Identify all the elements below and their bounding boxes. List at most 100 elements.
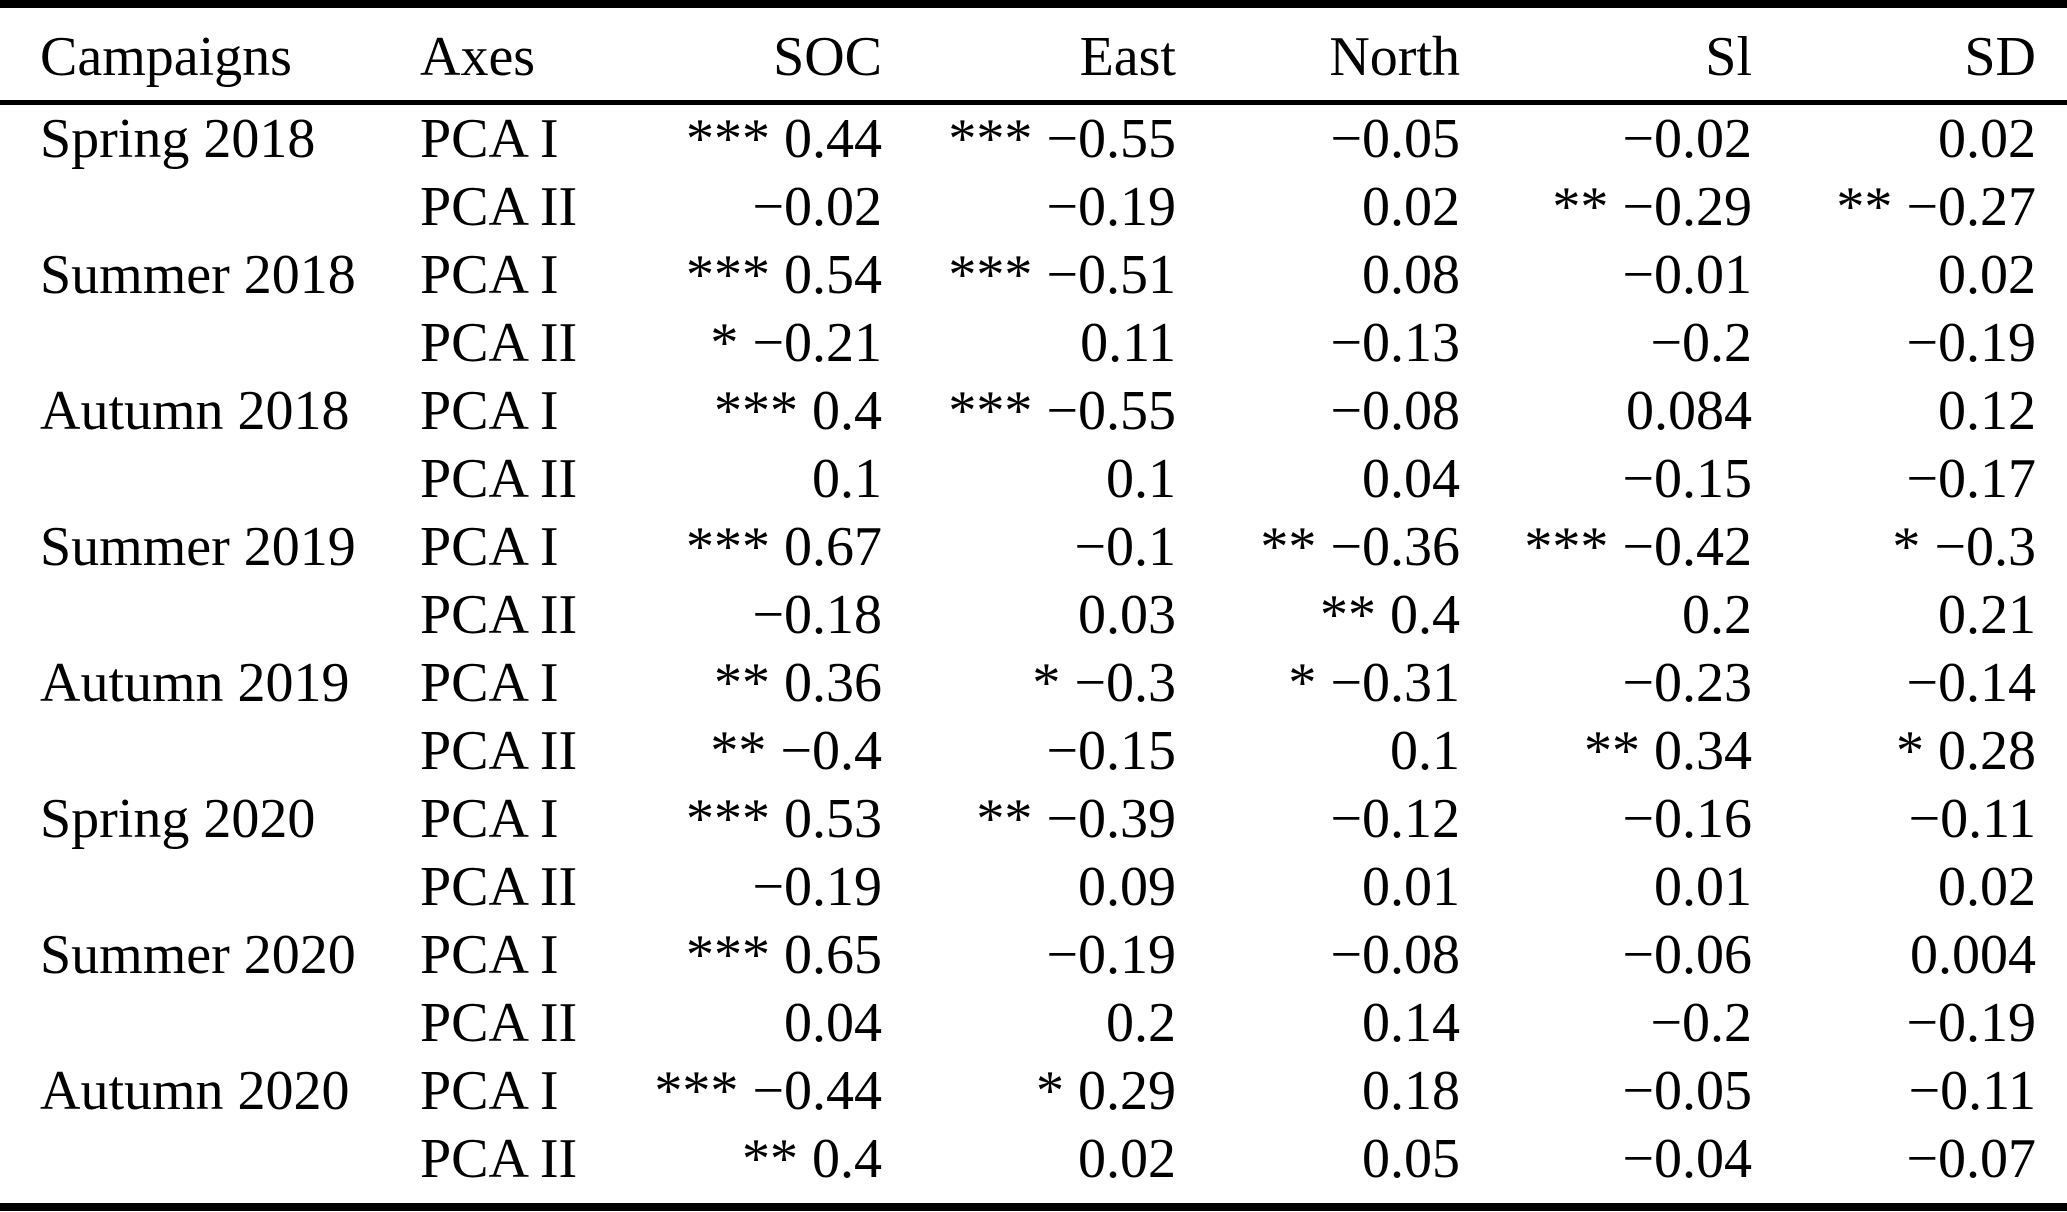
- axis-cell: PCA I: [420, 924, 559, 986]
- campaign-cell: Autumn 2019: [40, 652, 350, 714]
- value-cell-soc: *** −0.44: [654, 1060, 882, 1122]
- column-header-sl: Sl: [1705, 25, 1752, 88]
- table-row: PCA II −0.18 0.03 ** 0.4 0.2 0.21: [0, 581, 2067, 649]
- value-cell-sd: * 0.28: [1896, 720, 2036, 782]
- value-cell-north: 0.04: [1362, 448, 1460, 510]
- axis-cell: PCA I: [420, 244, 559, 306]
- value-cell-east: −0.15: [1046, 720, 1176, 782]
- column-header-axes: Axes: [420, 25, 536, 88]
- value-cell-east: 0.11: [1080, 312, 1176, 374]
- axis-cell: PCA I: [420, 1060, 559, 1122]
- value-cell-north: −0.08: [1330, 924, 1460, 986]
- axis-cell: PCA I: [420, 108, 559, 170]
- value-cell-east: 0.1: [1106, 448, 1176, 510]
- value-cell-north: 0.18: [1362, 1060, 1460, 1122]
- campaign-cell: Autumn 2020: [40, 1060, 350, 1122]
- value-cell-east: 0.2: [1106, 992, 1176, 1054]
- value-cell-sl: −0.23: [1622, 652, 1752, 714]
- axis-cell: PCA II: [420, 312, 578, 374]
- axis-cell: PCA II: [420, 856, 578, 918]
- value-cell-east: 0.02: [1078, 1128, 1176, 1190]
- value-cell-east: −0.19: [1046, 924, 1176, 986]
- table-row: PCA II * −0.21 0.11 −0.13 −0.2 −0.19: [0, 309, 2067, 377]
- value-cell-sd: ** −0.27: [1836, 176, 2036, 238]
- value-cell-sl: ** −0.29: [1552, 176, 1752, 238]
- column-header-campaigns: Campaigns: [40, 25, 292, 88]
- axis-cell: PCA II: [420, 176, 578, 238]
- value-cell-soc: *** 0.4: [714, 380, 882, 442]
- table-row: PCA II 0.1 0.1 0.04 −0.15 −0.17: [0, 445, 2067, 513]
- campaign-cell: [0, 173, 380, 241]
- value-cell-soc: *** 0.53: [686, 788, 882, 850]
- value-cell-soc: ** 0.36: [714, 652, 882, 714]
- axis-cell: PCA II: [420, 1128, 578, 1190]
- campaign-cell: Spring 2020: [40, 788, 316, 850]
- value-cell-sl: −0.04: [1622, 1128, 1752, 1190]
- campaign-cell: Summer 2019: [40, 516, 356, 578]
- value-cell-sl: −0.16: [1622, 788, 1752, 850]
- table-rule-header: [0, 100, 2067, 105]
- value-cell-sd: 0.21: [1938, 584, 2036, 646]
- value-cell-sl: −0.2: [1650, 312, 1752, 374]
- value-cell-soc: −0.19: [752, 856, 882, 918]
- value-cell-sd: −0.19: [1906, 992, 2036, 1054]
- table-row: Summer 2020 PCA I *** 0.65 −0.19 −0.08 −0.06 0…: [0, 921, 2067, 989]
- axis-cell: PCA II: [420, 720, 578, 782]
- value-cell-north: ** −0.36: [1260, 516, 1460, 578]
- column-header-sd: SD: [1964, 25, 2036, 88]
- value-cell-sd: 0.02: [1938, 856, 2036, 918]
- value-cell-soc: *** 0.54: [686, 244, 882, 306]
- value-cell-sl: 0.2: [1682, 584, 1752, 646]
- value-cell-east: −0.19: [1046, 176, 1176, 238]
- axis-cell: PCA I: [420, 516, 559, 578]
- table-row: PCA II −0.02 −0.19 0.02 ** −0.29 ** −0.27: [0, 173, 2067, 241]
- value-cell-soc: * −0.21: [710, 312, 882, 374]
- axis-cell: PCA II: [420, 992, 578, 1054]
- table-row: PCA II −0.19 0.09 0.01 0.01 0.02: [0, 853, 2067, 921]
- value-cell-sd: −0.14: [1906, 652, 2036, 714]
- value-cell-sd: −0.11: [1908, 788, 2036, 850]
- value-cell-soc: *** 0.67: [686, 516, 882, 578]
- axis-cell: PCA II: [420, 584, 578, 646]
- table-row: Autumn 2018 PCA I *** 0.4 *** −0.55 −0.08 0.0…: [0, 377, 2067, 445]
- campaign-cell: [0, 309, 380, 377]
- table-row: Summer 2018 PCA I *** 0.54 *** −0.51 0.08 −0.…: [0, 241, 2067, 309]
- value-cell-north: ** 0.4: [1320, 584, 1460, 646]
- value-cell-east: ** −0.39: [976, 788, 1176, 850]
- value-cell-east: *** −0.55: [948, 108, 1176, 170]
- value-cell-soc: ** −0.4: [710, 720, 882, 782]
- value-cell-north: 0.02: [1362, 176, 1460, 238]
- value-cell-sl: −0.15: [1622, 448, 1752, 510]
- value-cell-soc: 0.04: [784, 992, 882, 1054]
- value-cell-sl: −0.06: [1622, 924, 1752, 986]
- table-row: Summer 2019 PCA I *** 0.67 −0.1 ** −0.36 *** …: [0, 513, 2067, 581]
- value-cell-sl: −0.2: [1650, 992, 1752, 1054]
- campaign-cell: Summer 2018: [40, 244, 356, 306]
- column-header-east: East: [1079, 25, 1176, 88]
- value-cell-soc: −0.02: [752, 176, 882, 238]
- table-row: PCA II ** −0.4 −0.15 0.1 ** 0.34 * 0.28: [0, 717, 2067, 785]
- value-cell-sd: 0.004: [1910, 924, 2036, 986]
- column-header-soc: SOC: [773, 25, 882, 88]
- value-cell-sd: −0.17: [1906, 448, 2036, 510]
- value-cell-sl: 0.01: [1654, 856, 1752, 918]
- campaign-cell: [0, 989, 380, 1057]
- value-cell-east: *** −0.51: [948, 244, 1176, 306]
- campaign-cell: [0, 853, 380, 921]
- table-body: Spring 2018 PCA I *** 0.44 *** −0.55 −0.05 −0…: [0, 105, 2067, 1193]
- value-cell-east: 0.03: [1078, 584, 1176, 646]
- value-cell-soc: 0.1: [812, 448, 882, 510]
- axis-cell: PCA II: [420, 448, 578, 510]
- table-row: Spring 2018 PCA I *** 0.44 *** −0.55 −0.05 −0…: [0, 105, 2067, 173]
- value-cell-north: −0.08: [1330, 380, 1460, 442]
- table-rule-bottom: [0, 1203, 2067, 1211]
- value-cell-sl: 0.084: [1626, 380, 1752, 442]
- value-cell-sd: −0.07: [1906, 1128, 2036, 1190]
- axis-cell: PCA I: [420, 788, 559, 850]
- table-row: PCA II 0.04 0.2 0.14 −0.2 −0.19: [0, 989, 2067, 1057]
- value-cell-soc: ** 0.4: [742, 1128, 882, 1190]
- value-cell-east: * −0.3: [1032, 652, 1176, 714]
- campaign-cell: [0, 1125, 380, 1193]
- table-row: Spring 2020 PCA I *** 0.53 ** −0.39 −0.12 −0.…: [0, 785, 2067, 853]
